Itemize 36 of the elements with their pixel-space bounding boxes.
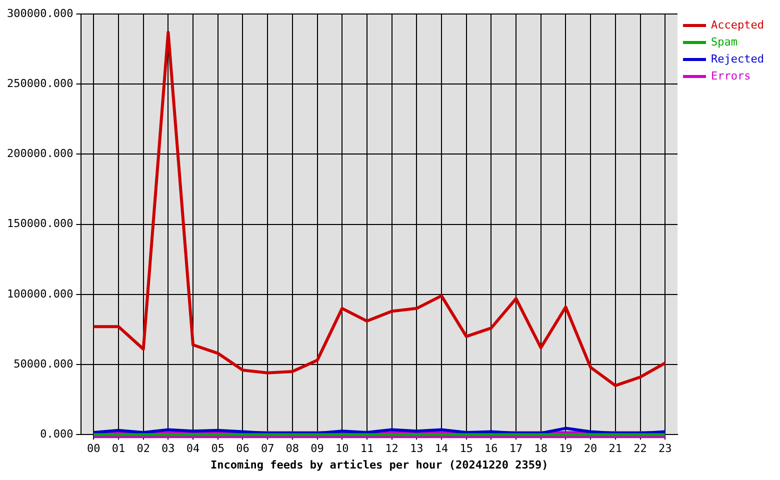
x-tick-label: 21 bbox=[608, 442, 622, 456]
x-tick-label: 17 bbox=[509, 442, 523, 456]
x-tick-label: 20 bbox=[584, 442, 598, 456]
x-tick-label: 00 bbox=[87, 442, 100, 456]
y-tick-label: 50000.000 bbox=[14, 357, 74, 370]
y-tick-label: 150000.000 bbox=[6, 217, 74, 230]
y-tick-label: 300000.000 bbox=[6, 6, 74, 20]
x-tick-label: 10 bbox=[335, 442, 349, 456]
y-tick-label: 0.000 bbox=[40, 427, 74, 440]
x-tick-label: 22 bbox=[634, 442, 647, 456]
x-tick-label: 03 bbox=[162, 442, 175, 456]
y-tick-label: 250000.000 bbox=[6, 76, 74, 90]
x-tick-label: 12 bbox=[385, 442, 398, 456]
x-tick-label: 05 bbox=[211, 442, 224, 456]
x-tick-label: 16 bbox=[484, 442, 498, 456]
x-tick-label: 14 bbox=[434, 442, 448, 456]
x-tick-label: 15 bbox=[460, 442, 473, 456]
x-tick-label: 18 bbox=[534, 442, 548, 456]
x-tick-label: 13 bbox=[410, 442, 424, 456]
x-tick-label: 01 bbox=[112, 442, 126, 456]
legend-label: Spam bbox=[711, 35, 738, 48]
y-tick-label: 200000.000 bbox=[6, 147, 74, 160]
x-tick-label: 07 bbox=[260, 442, 274, 456]
legend-label: Errors bbox=[711, 69, 751, 82]
x-tick-label: 09 bbox=[310, 442, 324, 456]
legend-label: Accepted bbox=[711, 18, 764, 32]
x-tick-label: 02 bbox=[136, 442, 150, 456]
x-tick-label: 19 bbox=[559, 442, 572, 456]
y-tick-label: 100000.000 bbox=[6, 287, 74, 300]
x-tick-label: 04 bbox=[186, 442, 200, 456]
x-axis-title: Incoming feeds by articles per hour (20241220 2359) bbox=[210, 458, 548, 472]
x-tick-label: 08 bbox=[286, 442, 300, 456]
x-tick-label: 06 bbox=[236, 442, 250, 456]
x-tick-label: 23 bbox=[658, 442, 672, 456]
x-tick-label: 11 bbox=[360, 442, 374, 456]
legend-label: Rejected bbox=[711, 52, 764, 66]
